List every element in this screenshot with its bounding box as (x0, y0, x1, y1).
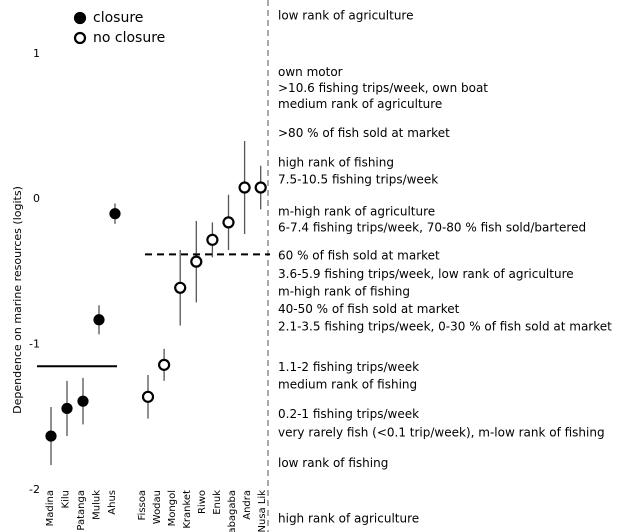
y-tick-label: 0 (33, 192, 40, 205)
x-tick-label: Ahus (107, 490, 118, 515)
y-tick-label: 1 (33, 47, 40, 60)
legend-marker (73, 11, 87, 25)
annotation: 6-7.4 fishing trips/week, 70-80 % fish s… (278, 221, 586, 235)
point (190, 255, 203, 268)
annotation: medium rank of agriculture (278, 97, 442, 111)
point (77, 395, 89, 407)
annotation: medium rank of fishing (278, 378, 417, 392)
y-axis-label: Dependence on marine resources (logits) (11, 186, 24, 414)
point (109, 208, 121, 220)
annotation: 40-50 % of fish sold at market (278, 302, 460, 316)
x-tick-label: Kranket (182, 490, 193, 529)
legend-label: no closure (93, 30, 165, 46)
x-tick-label: Kilu (61, 490, 72, 508)
x-tick-label: Muluk (92, 490, 103, 520)
annotation: high rank of fishing (278, 155, 394, 169)
annotation: 1.1-2 fishing trips/week (278, 360, 419, 374)
point (254, 181, 267, 194)
annotation: own motor (278, 65, 343, 79)
legend-label: closure (93, 10, 143, 26)
point (61, 402, 73, 415)
point (174, 281, 187, 294)
x-tick-label: Riwo (197, 490, 208, 514)
x-tick-label: Madina (45, 490, 56, 526)
point (222, 216, 235, 229)
point (158, 358, 171, 371)
x-tick-label: Wodau (152, 490, 163, 524)
annotation: 0.2-1 fishing trips/week (278, 407, 419, 421)
annotation: 2.1-3.5 fishing trips/week, 0-30 % of fi… (278, 320, 612, 334)
y-tick-label: -2 (29, 483, 40, 496)
x-tick-label: Fissoa (137, 490, 148, 520)
annotation: 7.5-10.5 fishing trips/week (278, 173, 438, 187)
annotation: 60 % of fish sold at market (278, 248, 440, 262)
point (45, 430, 57, 442)
point (238, 181, 251, 194)
x-tick-label: Patanga (76, 490, 87, 531)
annotation: low rank of fishing (278, 456, 388, 470)
y-tick-label: -1 (29, 337, 40, 350)
point (206, 233, 219, 246)
annotation: m-high rank of agriculture (278, 205, 435, 219)
annotation: >80 % of fish sold at market (278, 126, 450, 140)
point (93, 314, 105, 326)
x-tick-label: Enuk (212, 490, 223, 515)
annotation: 3.6-5.9 fishing trips/week, low rank of … (278, 267, 574, 281)
annotation: high rank of agriculture (278, 511, 419, 525)
x-tick-label: Gabagaba (227, 490, 238, 532)
legend-marker (73, 31, 87, 45)
annotation: low rank of agriculture (278, 8, 413, 22)
x-tick-label: Mongol (167, 490, 178, 526)
x-tick-label: Andra (242, 490, 253, 520)
x-tick-label: Nusa Lik (257, 490, 268, 532)
annotation: very rarely fish (<0.1 trip/week), m-low… (278, 426, 605, 440)
point (141, 390, 155, 403)
annotation: >10.6 fishing trips/week, own boat (278, 81, 488, 95)
annotation: m-high rank of fishing (278, 285, 410, 299)
